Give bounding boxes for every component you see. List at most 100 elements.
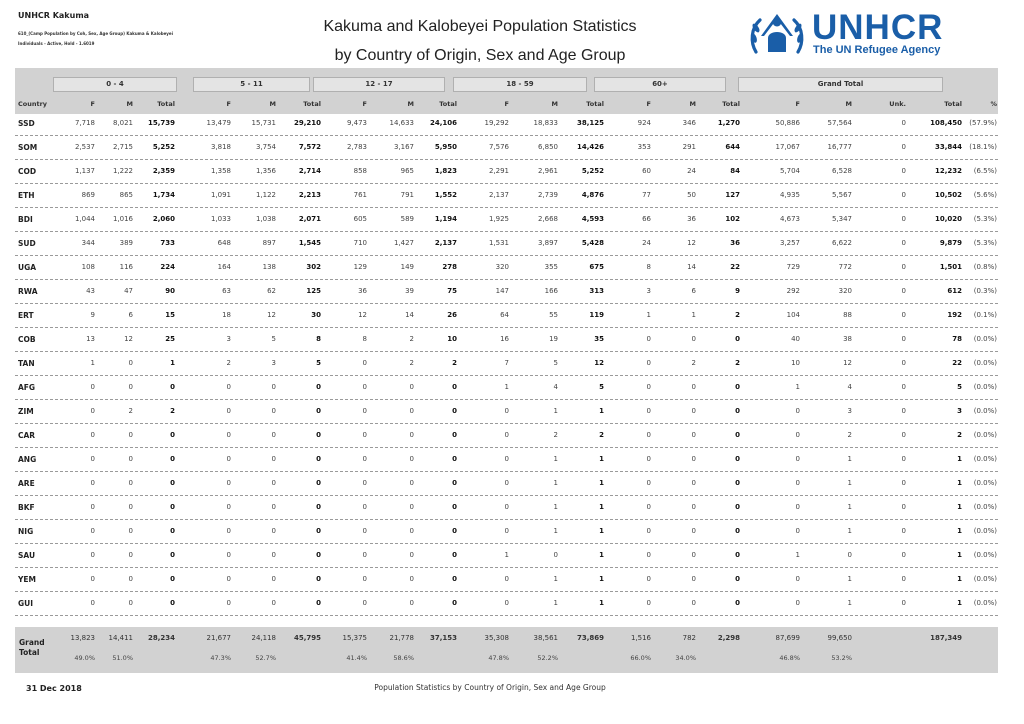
cell-grand-m: 5,347 bbox=[831, 215, 852, 223]
cell-5-11-total: 0 bbox=[316, 503, 321, 511]
cell-0-4-total: 0 bbox=[170, 599, 175, 607]
cell-0-4-m: 1,222 bbox=[112, 167, 133, 175]
col-18-59-total: Total bbox=[586, 100, 604, 108]
cell-18-59-f: 64 bbox=[500, 311, 509, 319]
grand-total-pct-18-59-m: 52.2% bbox=[537, 654, 558, 662]
cell-percent: (0.8%) bbox=[973, 263, 997, 271]
cell-grand-f: 0 bbox=[795, 503, 800, 511]
cell-12-17-total: 75 bbox=[447, 287, 457, 295]
cell-unknown: 0 bbox=[901, 551, 906, 559]
age-group-0: 0 - 4 bbox=[53, 77, 177, 92]
cell-12-17-total: 278 bbox=[442, 263, 457, 271]
cell-unknown: 0 bbox=[901, 527, 906, 535]
cell-12-17-m: 589 bbox=[400, 215, 414, 223]
cell-0-4-m: 2 bbox=[128, 407, 133, 415]
cell-grand-total: 1,501 bbox=[939, 263, 962, 271]
cell-percent: (0.0%) bbox=[973, 527, 997, 535]
cell-grand-m: 1 bbox=[847, 455, 852, 463]
col-60-f: F bbox=[646, 100, 651, 108]
cell-60-m: 36 bbox=[687, 215, 696, 223]
cell-5-11-total: 0 bbox=[316, 455, 321, 463]
cell-12-17-f: 0 bbox=[362, 599, 367, 607]
cell-60-f: 77 bbox=[642, 191, 651, 199]
cell-grand-total: 9,879 bbox=[939, 239, 962, 247]
table-row: CAR 0 0 0 0 0 0 0 0 0 0 2 2 0 0 0 0 2 0 2 (0.0%) bbox=[15, 424, 998, 448]
cell-grand-m: 3 bbox=[847, 407, 852, 415]
cell-12-17-m: 14,633 bbox=[389, 119, 415, 127]
cell-18-59-total: 675 bbox=[589, 263, 604, 271]
cell-18-59-f: 0 bbox=[504, 575, 509, 583]
cell-grand-f: 17,067 bbox=[775, 143, 801, 151]
cell-12-17-f: 8 bbox=[362, 335, 367, 343]
grand-total-5-11-m: 24,118 bbox=[251, 634, 277, 642]
cell-5-11-m: 0 bbox=[271, 575, 276, 583]
cell-unknown: 0 bbox=[901, 311, 906, 319]
cell-18-59-f: 0 bbox=[504, 479, 509, 487]
cell-grand-total: 1 bbox=[957, 551, 962, 559]
cell-12-17-f: 0 bbox=[362, 527, 367, 535]
country-code: GUI bbox=[18, 599, 34, 608]
cell-5-11-total: 2,213 bbox=[298, 191, 321, 199]
cell-grand-total: 1 bbox=[957, 527, 962, 535]
table-row: ARE 0 0 0 0 0 0 0 0 0 0 1 1 0 0 0 0 1 0 1 (0.0%) bbox=[15, 472, 998, 496]
page-title: Kakuma and Kalobeyei Population Statisti… bbox=[260, 12, 700, 70]
cell-18-59-m: 3,897 bbox=[537, 239, 558, 247]
grand-total-5-11-total: 45,795 bbox=[293, 634, 321, 642]
cell-60-f: 66 bbox=[642, 215, 651, 223]
cell-60-total: 0 bbox=[735, 431, 740, 439]
cell-12-17-total: 2 bbox=[452, 359, 457, 367]
grand-total-12-17-m: 21,778 bbox=[389, 634, 415, 642]
cell-12-17-m: 2 bbox=[409, 335, 414, 343]
cell-18-59-m: 18,833 bbox=[533, 119, 559, 127]
cell-60-f: 3 bbox=[646, 287, 651, 295]
cell-12-17-f: 761 bbox=[353, 191, 367, 199]
cell-unknown: 0 bbox=[901, 191, 906, 199]
cell-grand-m: 2 bbox=[847, 431, 852, 439]
cell-18-59-m: 0 bbox=[553, 551, 558, 559]
cell-60-f: 60 bbox=[642, 167, 651, 175]
cell-grand-m: 320 bbox=[838, 287, 852, 295]
cell-5-11-f: 0 bbox=[226, 503, 231, 511]
cell-0-4-m: 8,021 bbox=[112, 119, 133, 127]
cell-grand-total: 1 bbox=[957, 599, 962, 607]
cell-unknown: 0 bbox=[901, 215, 906, 223]
cell-5-11-f: 0 bbox=[226, 551, 231, 559]
cell-grand-f: 3,257 bbox=[779, 239, 800, 247]
cell-grand-f: 292 bbox=[786, 287, 800, 295]
cell-grand-f: 1 bbox=[795, 383, 800, 391]
cell-grand-f: 10 bbox=[791, 359, 800, 367]
cell-grand-m: 1 bbox=[847, 503, 852, 511]
cell-60-total: 2 bbox=[735, 359, 740, 367]
cell-0-4-m: 0 bbox=[128, 431, 133, 439]
cell-percent: (0.0%) bbox=[973, 503, 997, 511]
cell-18-59-total: 14,426 bbox=[576, 143, 604, 151]
cell-12-17-f: 858 bbox=[353, 167, 367, 175]
cell-18-59-m: 1 bbox=[553, 479, 558, 487]
cell-60-m: 0 bbox=[691, 407, 696, 415]
grand-total-pct-5-11-f: 47.3% bbox=[210, 654, 231, 662]
cell-12-17-m: 0 bbox=[409, 527, 414, 535]
cell-18-59-total: 1 bbox=[599, 575, 604, 583]
cell-unknown: 0 bbox=[901, 599, 906, 607]
cell-18-59-m: 1 bbox=[553, 575, 558, 583]
cell-5-11-f: 1,091 bbox=[210, 191, 231, 199]
col-12-17-f: F bbox=[362, 100, 367, 108]
cell-12-17-f: 9,473 bbox=[346, 119, 367, 127]
col-country: Country bbox=[18, 100, 48, 108]
table-row: AFG 0 0 0 0 0 0 0 0 0 1 4 5 0 0 0 1 4 0 5 (0.0%) bbox=[15, 376, 998, 400]
cell-grand-total: 12,232 bbox=[934, 167, 962, 175]
grand-total-pct-0-4-m: 51.0% bbox=[112, 654, 133, 662]
cell-0-4-total: 733 bbox=[160, 239, 175, 247]
cell-5-11-total: 302 bbox=[306, 263, 321, 271]
cell-5-11-m: 897 bbox=[262, 239, 276, 247]
cell-60-f: 0 bbox=[646, 383, 651, 391]
cell-0-4-m: 0 bbox=[128, 527, 133, 535]
table-row: ZIM 0 2 2 0 0 0 0 0 0 0 1 1 0 0 0 0 3 0 3 (0.0%) bbox=[15, 400, 998, 424]
grand-total-12-17-total: 37,153 bbox=[429, 634, 457, 642]
country-code: TAN bbox=[18, 359, 35, 368]
cell-grand-total: 78 bbox=[952, 335, 962, 343]
cell-12-17-total: 10 bbox=[447, 335, 457, 343]
cell-60-m: 0 bbox=[691, 503, 696, 511]
cell-grand-f: 0 bbox=[795, 455, 800, 463]
cell-12-17-total: 0 bbox=[452, 599, 457, 607]
